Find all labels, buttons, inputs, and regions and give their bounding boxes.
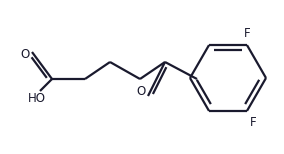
Text: F: F bbox=[250, 116, 257, 129]
Text: HO: HO bbox=[28, 93, 46, 105]
Text: F: F bbox=[244, 27, 250, 40]
Text: O: O bbox=[137, 85, 146, 98]
Text: O: O bbox=[21, 48, 30, 61]
